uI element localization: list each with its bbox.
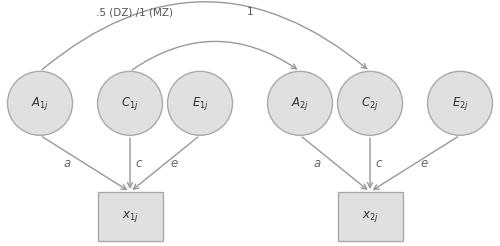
FancyBboxPatch shape [98, 192, 162, 241]
Text: $A_{2j}$: $A_{2j}$ [291, 95, 309, 112]
Text: $a$: $a$ [64, 157, 72, 170]
Text: $A_{1j}$: $A_{1j}$ [31, 95, 49, 112]
Text: $e$: $e$ [420, 157, 428, 170]
Text: $c$: $c$ [375, 157, 383, 170]
Text: $C_{2j}$: $C_{2j}$ [361, 95, 379, 112]
Ellipse shape [268, 71, 332, 135]
Ellipse shape [338, 71, 402, 135]
Text: $e$: $e$ [170, 157, 178, 170]
Text: $E_{1j}$: $E_{1j}$ [192, 95, 208, 112]
Text: $x_{2j}$: $x_{2j}$ [362, 209, 378, 224]
Text: $C_{1j}$: $C_{1j}$ [121, 95, 139, 112]
FancyBboxPatch shape [338, 192, 402, 241]
Text: $E_{2j}$: $E_{2j}$ [452, 95, 468, 112]
Ellipse shape [98, 71, 162, 135]
Ellipse shape [428, 71, 492, 135]
Text: $c$: $c$ [135, 157, 143, 170]
Text: $x_{1j}$: $x_{1j}$ [122, 209, 138, 224]
Text: 1: 1 [246, 7, 254, 17]
Text: $a$: $a$ [314, 157, 322, 170]
Ellipse shape [8, 71, 72, 135]
Text: .5 (DZ) /1 (MZ): .5 (DZ) /1 (MZ) [96, 7, 174, 17]
Ellipse shape [168, 71, 232, 135]
